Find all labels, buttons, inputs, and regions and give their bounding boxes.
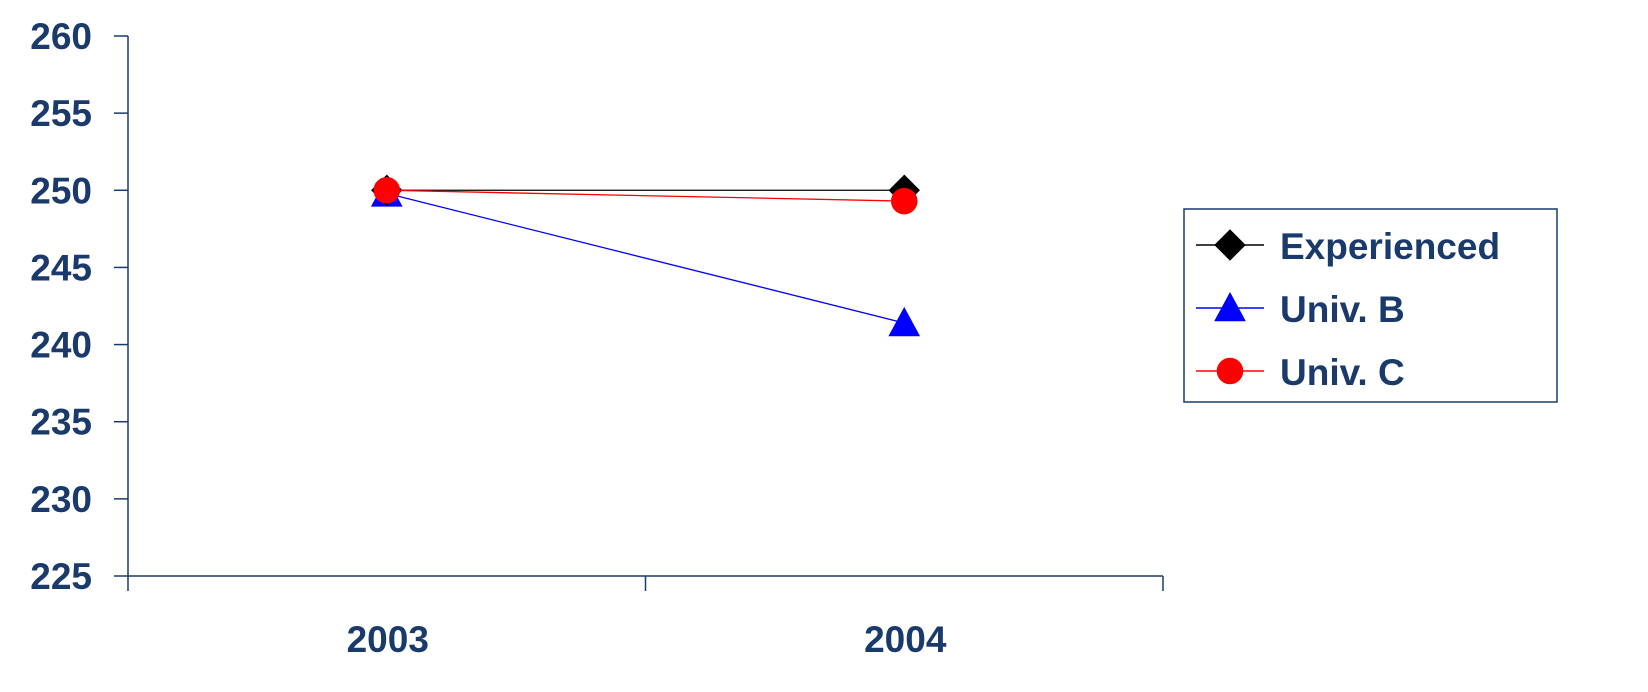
data-point bbox=[891, 187, 918, 215]
series-experienced bbox=[371, 174, 920, 206]
x-axis-ticks: 2003 2004 bbox=[127, 576, 1164, 660]
y-axis-ticks: 225 230 235 240 245 250 255 260 bbox=[30, 16, 128, 597]
x-tick-label: 2003 bbox=[347, 619, 429, 660]
data-point bbox=[888, 306, 921, 337]
series-univ-b bbox=[370, 177, 921, 337]
x-tick-label: 2004 bbox=[864, 619, 947, 660]
legend-label: Univ. B bbox=[1280, 289, 1405, 330]
y-tick-label: 235 bbox=[30, 402, 92, 443]
chart-axes bbox=[127, 36, 1163, 577]
y-tick-label: 225 bbox=[30, 556, 92, 597]
legend-marker bbox=[1214, 229, 1246, 261]
y-tick-label: 250 bbox=[30, 170, 92, 211]
legend-entry: Univ. B bbox=[1196, 289, 1405, 330]
series-univ-c bbox=[373, 177, 918, 215]
legend-marker bbox=[1214, 291, 1246, 322]
y-tick-label: 260 bbox=[30, 16, 92, 57]
legend-marker bbox=[1216, 357, 1244, 385]
legend-box bbox=[1183, 208, 1558, 403]
legend: Experienced Univ. B Univ. C bbox=[1183, 208, 1558, 403]
series-line bbox=[386, 192, 905, 324]
legend-label: Univ. C bbox=[1280, 352, 1405, 393]
series-line bbox=[386, 189, 905, 202]
data-point bbox=[373, 177, 400, 204]
legend-entry: Experienced bbox=[1196, 226, 1500, 267]
legend-entry: Univ. C bbox=[1196, 352, 1405, 393]
series-layer bbox=[370, 174, 921, 337]
y-tick-label: 230 bbox=[30, 479, 92, 520]
y-tick-label: 245 bbox=[30, 247, 92, 288]
legend-label: Experienced bbox=[1280, 226, 1500, 267]
y-tick-label: 240 bbox=[30, 325, 92, 366]
y-tick-label: 255 bbox=[30, 93, 92, 134]
